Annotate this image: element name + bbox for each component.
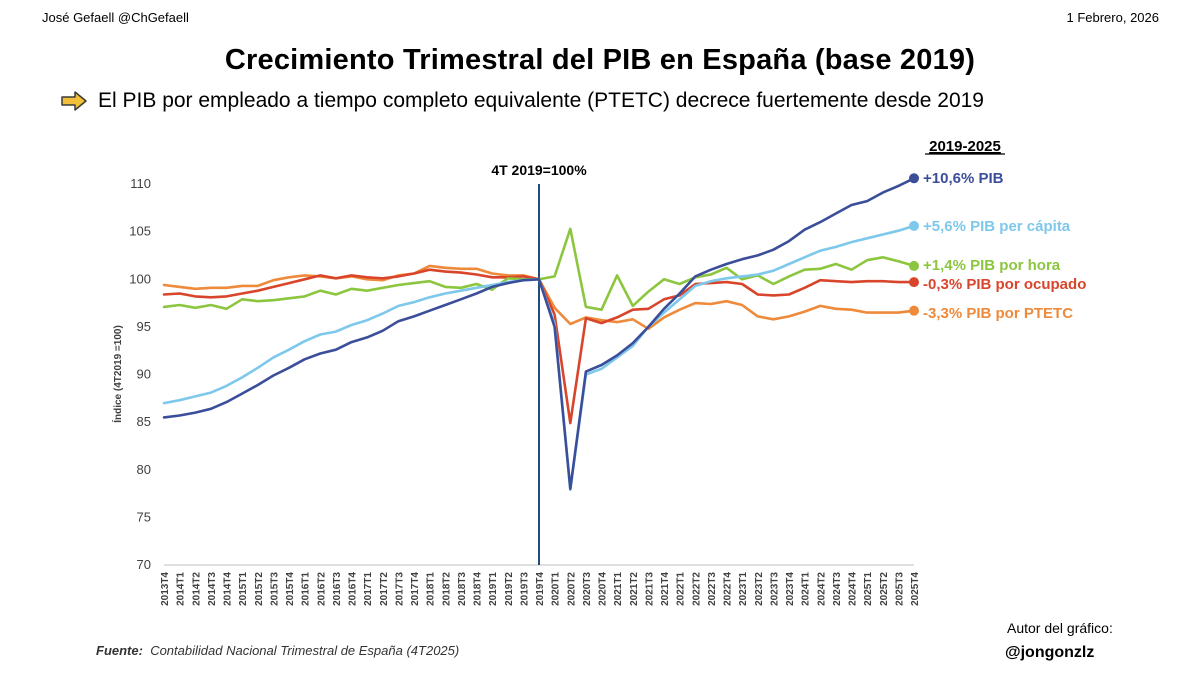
y-tick-label: 110 [130, 176, 151, 191]
x-tick-label: 2025T3 [894, 572, 905, 606]
x-tick-label: 2022T2 [691, 572, 702, 606]
legend-header: 2019-2025 [929, 138, 1001, 155]
x-tick-label: 2016T4 [348, 572, 359, 606]
y-tick-label: 100 [129, 271, 151, 286]
y-tick-label: 95 [137, 319, 151, 334]
x-tick-label: 2014T2 [191, 572, 202, 606]
credit-label: Autor del gráfico: [1007, 620, 1113, 636]
arrow-right-icon [61, 91, 87, 111]
legend-label-pib_per_capita: +5,6% PIB per cápita [923, 218, 1071, 235]
x-tick-label: 2018T4 [473, 572, 484, 606]
x-tick-label: 2020T4 [598, 572, 609, 606]
date-top: 1 Febrero, 2026 [1066, 10, 1159, 25]
y-tick-label: 80 [137, 462, 151, 477]
x-tick-label: 2023T1 [738, 572, 749, 606]
x-tick-label: 2019T1 [488, 572, 499, 606]
subtitle-row: El PIB por empleado a tiempo completo eq… [60, 86, 984, 116]
x-tick-label: 2018T2 [441, 572, 452, 606]
author-top: José Gefaell @ChGefaell [42, 10, 189, 25]
x-tick-label: 2016T3 [332, 572, 343, 606]
x-tick-label: 2017T4 [410, 572, 421, 606]
end-marker-pib_por_hora [909, 260, 919, 271]
end-marker-pib_por_ocupado [909, 277, 919, 288]
x-tick-label: 2019T3 [519, 572, 530, 606]
x-tick-label: 2019T2 [504, 572, 515, 606]
source-note: Fuente: Contabilidad Nacional Trimestral… [96, 643, 459, 658]
end-marker-pib [909, 173, 919, 184]
y-tick-label: 85 [137, 414, 151, 429]
x-tick-label: 2021T2 [629, 572, 640, 606]
credit-handle: @jongonzlz [1005, 644, 1095, 661]
x-tick-label: 2022T3 [707, 572, 718, 606]
x-tick-label: 2019T4 [535, 572, 546, 606]
x-tick-label: 2021T4 [660, 572, 671, 606]
source-label: Fuente: [96, 643, 143, 658]
x-tick-label: 2022T1 [676, 572, 687, 606]
x-tick-label: 2021T3 [644, 572, 655, 606]
subtitle: El PIB por empleado a tiempo completo eq… [98, 89, 984, 112]
legend-label-pib_por_ptetc: -3,3% PIB por PTETC [923, 305, 1073, 322]
x-tick-label: 2020T2 [566, 572, 577, 606]
x-tick-label: 2024T2 [816, 572, 827, 606]
x-tick-label: 2025T2 [879, 572, 890, 606]
x-tick-label: 2025T1 [863, 572, 874, 606]
x-tick-label: 2017T2 [379, 572, 390, 606]
x-tick-label: 2017T1 [363, 572, 374, 606]
x-tick-label: 2024T3 [832, 572, 843, 606]
reference-line-label: 4T 2019=100% [491, 162, 587, 178]
x-tick-label: 2025T4 [910, 572, 921, 606]
y-axis-label: Índice (4T2019 =100) [111, 325, 124, 423]
x-tick-label: 2018T3 [457, 572, 468, 606]
x-tick-label: 2014T1 [176, 572, 187, 606]
y-tick-label: 75 [137, 509, 151, 524]
x-tick-label: 2020T1 [551, 572, 562, 606]
x-tick-label: 2024T1 [801, 572, 812, 606]
legend-label-pib_por_ocupado: -0,3% PIB por ocupado [923, 276, 1086, 293]
x-tick-label: 2021T1 [613, 572, 624, 606]
legend-label-pib: +10,6% PIB [923, 170, 1004, 187]
x-tick-label: 2017T3 [394, 572, 405, 606]
x-tick-label: 2018T1 [426, 572, 437, 606]
end-marker-pib_por_ptetc [909, 305, 919, 316]
x-tick-label: 2023T3 [769, 572, 780, 606]
x-tick-label: 2023T2 [754, 572, 765, 606]
x-tick-label: 2014T3 [207, 572, 218, 606]
x-tick-label: 2015T4 [285, 572, 296, 606]
legend-label-pib_por_hora: +1,4% PIB por hora [923, 257, 1061, 274]
x-tick-label: 2015T2 [254, 572, 265, 606]
page-title: Crecimiento Trimestral del PIB en España… [224, 44, 976, 76]
x-tick-label: 2022T4 [723, 572, 734, 606]
y-tick-label: 105 [129, 224, 151, 239]
series-line-pib [162, 177, 916, 491]
end-marker-pib_per_capita [909, 220, 919, 231]
x-tick-label: 2016T1 [301, 572, 312, 606]
x-tick-label: 2016T2 [316, 572, 327, 606]
x-tick-label: 2015T1 [238, 572, 249, 606]
y-tick-label: 70 [137, 557, 151, 572]
source-text: Contabilidad Nacional Trimestral de Espa… [150, 643, 460, 658]
x-tick-label: 2023T4 [785, 572, 796, 606]
x-tick-label: 2020T3 [582, 572, 593, 606]
x-tick-label: 2015T3 [269, 572, 280, 606]
x-tick-label: 2024T4 [848, 572, 859, 606]
x-tick-label: 2014T4 [223, 572, 234, 606]
y-tick-label: 90 [137, 367, 151, 382]
x-tick-label: 2013T4 [160, 572, 171, 606]
